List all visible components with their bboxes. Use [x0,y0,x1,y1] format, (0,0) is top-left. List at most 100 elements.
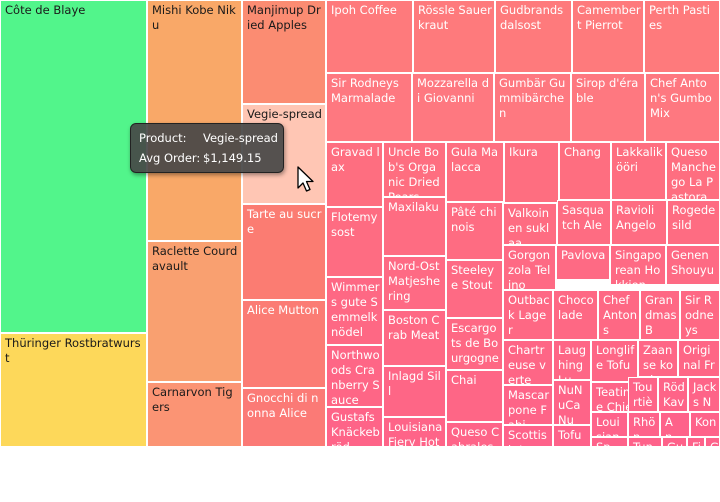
treemap-label: Longlife Tofu [596,343,635,372]
treemap-label: Gravad lax [331,145,380,174]
treemap-cell-kon[interactable]: Kon [690,412,720,437]
treemap-cell-jacks-new[interactable]: Jacks New [688,377,720,412]
treemap-cell-tofu[interactable]: Tofu [553,425,591,447]
treemap-cell-louisiana-h[interactable]: Louisiana H [591,412,628,437]
treemap-cell-sp[interactable]: Sp... [591,437,628,447]
treemap-cell-steeleye-stout[interactable]: Steeleye Stout [446,260,503,318]
treemap-label: Fil [692,440,701,447]
treemap-label: Camembert Pierrot [577,3,641,32]
treemap-cell-nord-ost-matjeshering[interactable]: Nord-Ost Matjeshering [383,256,446,310]
treemap-cell-ipoh-coffee[interactable]: Ipoh Coffee [326,0,413,73]
treemap-cell-mozzarella-di-giovanni[interactable]: Mozzarella di Giovanni [412,73,494,142]
treemap-label: Teatime Chie [596,385,635,412]
treemap-cell-an[interactable]: An... [660,412,690,437]
treemap-label: Gudbrandsdalsost [500,3,564,32]
treemap-cell-alice-mutton[interactable]: Alice Mutton [242,300,326,388]
treemap-cell-genen-shouyu[interactable]: Genen Shouyu [666,245,720,285]
treemap-cell-ikura[interactable]: Ikura [504,142,559,203]
treemap-cell-rod-kavi[interactable]: Röd Kavi [658,377,688,412]
treemap-cell-rossle-sauerkraut[interactable]: Rössle Sauerkraut [413,0,495,73]
treemap-cell-gustafs-knackebrod[interactable]: Gustafs Knäckebröd [326,407,383,447]
treemap-cell-perth-pasties[interactable]: Perth Pasties [644,0,720,73]
treemap-label: Vegie-spread [247,107,322,121]
treemap-cell-chef-anton-s-gumbo-mix[interactable]: Chef Anton's Gumbo Mix [645,73,720,142]
treemap-cell-tunn[interactable]: Tunn [628,437,662,447]
treemap-cell-zaanse-koeken[interactable]: Zaanse koeken [638,340,678,377]
treemap-label: Chai [451,373,477,387]
treemap-cell-rhon[interactable]: Rhön [628,412,660,437]
treemap-cell-mishi-kobe-niku[interactable]: Mishi Kobe Niku [147,0,242,241]
treemap-cell-chai[interactable]: Chai [446,370,503,422]
tooltip-product-label: Product: [139,131,187,145]
treemap-cell-flotemysost[interactable]: Flotemysost [326,207,383,277]
treemap-cell-thuringer-rostbratwurst[interactable]: Thüringer Rostbratwurst [0,333,147,447]
treemap-cell-gumbar-gummibarchen[interactable]: Gumbär Gummibärchen [494,73,571,142]
treemap-cell-chef-antons[interactable]: Chef Antons [598,290,640,340]
treemap-cell-pavlova[interactable]: Pavlova [556,245,610,280]
treemap-cell-nunuca-nu[interactable]: NuNuCa Nu [553,380,591,425]
treemap-cell-chartreuse-verte[interactable]: Chartreuse verte [503,340,553,385]
treemap-cell-boston-crab-meat[interactable]: Boston Crab Meat [383,310,446,366]
treemap-cell-gnocchi-di-nonna-alice[interactable]: Gnocchi di nonna Alice [242,388,326,447]
treemap-label: Kon [695,415,717,429]
treemap-cell-queso-manchego-la-pastora[interactable]: Queso Manchego La Pastora [666,142,720,200]
treemap-cell-grandmas-b[interactable]: Grandmas B [640,290,680,340]
treemap-label: Gustafs Knäckebröd [331,410,380,447]
treemap-cell-lakkalikoori[interactable]: Lakkalikööri [611,142,666,200]
treemap-label: Chang [564,145,601,159]
treemap-cell-fil[interactable]: Fil [687,437,705,447]
treemap-cell-g[interactable]: G [705,437,720,447]
treemap-cell-escargots-de-bourgogne[interactable]: Escargots de Bourgogne [446,318,503,370]
treemap-label: Maxilaku [388,200,439,214]
treemap-label: Manjimup Dried Apples [247,3,321,32]
treemap-cell-northwoods-cranberry-sauce[interactable]: Northwoods Cranberry Sauce [326,345,383,407]
treemap-cell-queso-cabrales[interactable]: Queso Cabrales [446,422,503,447]
treemap-label: Wimmers gute Semmelknödel [331,280,380,339]
treemap-cell-cote-de-blaye[interactable]: Côte de Blaye [0,0,147,333]
treemap-cell-manjimup-dried-apples[interactable]: Manjimup Dried Apples [242,0,326,104]
treemap-cell-laughing-lu[interactable]: Laughing Lu [553,340,591,380]
treemap-cell-gu[interactable]: Gu [662,437,687,447]
treemap-label: Louisiana Fiery Hot Pepper Sauce [388,420,443,447]
treemap-cell-maxilaku[interactable]: Maxilaku [383,197,446,256]
treemap-cell-uncle-bob-s-organic-dried-pears[interactable]: Uncle Bob's Organic Dried Pears [383,142,446,197]
treemap-label: Sir Rodneys [685,293,714,337]
treemap-cell-singaporean-hokkien[interactable]: Singaporean Hokkien [610,245,666,285]
treemap-cell-gorgonzola-telino[interactable]: Gorgonzola Telino [503,245,556,290]
treemap-cell-gravad-lax[interactable]: Gravad lax [326,142,383,207]
treemap-cell-ravioli-angelo[interactable]: Ravioli Angelo [611,200,667,245]
treemap-cell-pate-chinois[interactable]: Pâté chinois [446,202,503,260]
treemap-cell-chocolade[interactable]: Chocolade [553,290,598,340]
treemap-label: Mishi Kobe Niku [152,3,236,32]
treemap-label: Genen Shouyu [671,248,715,277]
treemap-label: Nord-Ost Matjeshering [388,259,441,303]
treemap-cell-tourtiere[interactable]: Tourtière [628,377,658,412]
treemap-cell-longlife-tofu[interactable]: Longlife Tofu [591,340,638,382]
treemap-cell-sir-rodneys[interactable]: Sir Rodneys [680,290,720,340]
treemap-cell-original-fran[interactable]: Original Fran [678,340,720,377]
treemap-cell-chang[interactable]: Chang [559,142,611,200]
treemap-cell-gula-malacca[interactable]: Gula Malacca [446,142,504,202]
treemap-label: Ravioli Angelo [616,203,656,232]
treemap-cell-raclette-courdavault[interactable]: Raclette Courdavault [147,241,242,382]
treemap-cell-sasquatch-ale[interactable]: Sasquatch Ale [557,200,611,245]
treemap-cell-gudbrandsdalsost[interactable]: Gudbrandsdalsost [495,0,572,73]
treemap-cell-sir-rodneys-marmalade[interactable]: Sir Rodneys Marmalade [326,73,412,142]
treemap-cell-sirop-d-erable[interactable]: Sirop d'érable [571,73,645,142]
treemap-cell-inlagd-sill[interactable]: Inlagd Sill [383,366,446,417]
treemap-cell-mascarpone-fabi[interactable]: Mascarpone Fabi [503,385,553,425]
treemap-label: Uncle Bob's Organic Dried Pears [388,145,440,197]
treemap-label: Scottish Longbre [508,428,547,446]
treemap-cell-tarte-au-sucre[interactable]: Tarte au sucre [242,204,326,300]
treemap-cell-scottish-longbre[interactable]: Scottish Longbre [503,425,553,447]
treemap-cell-wimmers-gute-semmelknodel[interactable]: Wimmers gute Semmelknödel [326,277,383,345]
treemap-cell-louisiana-fiery-hot-pepper-sauce[interactable]: Louisiana Fiery Hot Pepper Sauce [383,417,446,447]
treemap-cell-outback-lager[interactable]: Outback Lager [503,290,553,340]
treemap-cell-carnarvon-tigers[interactable]: Carnarvon Tigers [147,382,242,447]
treemap-label: Alice Mutton [247,303,319,317]
treemap-label: Original Fran [683,343,715,376]
treemap-cell-rogede-sild[interactable]: Rogede sild [667,200,720,245]
treemap-cell-camembert-pierrot[interactable]: Camembert Pierrot [572,0,644,73]
treemap-cell-valkoinen-suklaa[interactable]: Valkoinen suklaa [503,203,557,245]
treemap-label: Rhön [633,415,656,437]
